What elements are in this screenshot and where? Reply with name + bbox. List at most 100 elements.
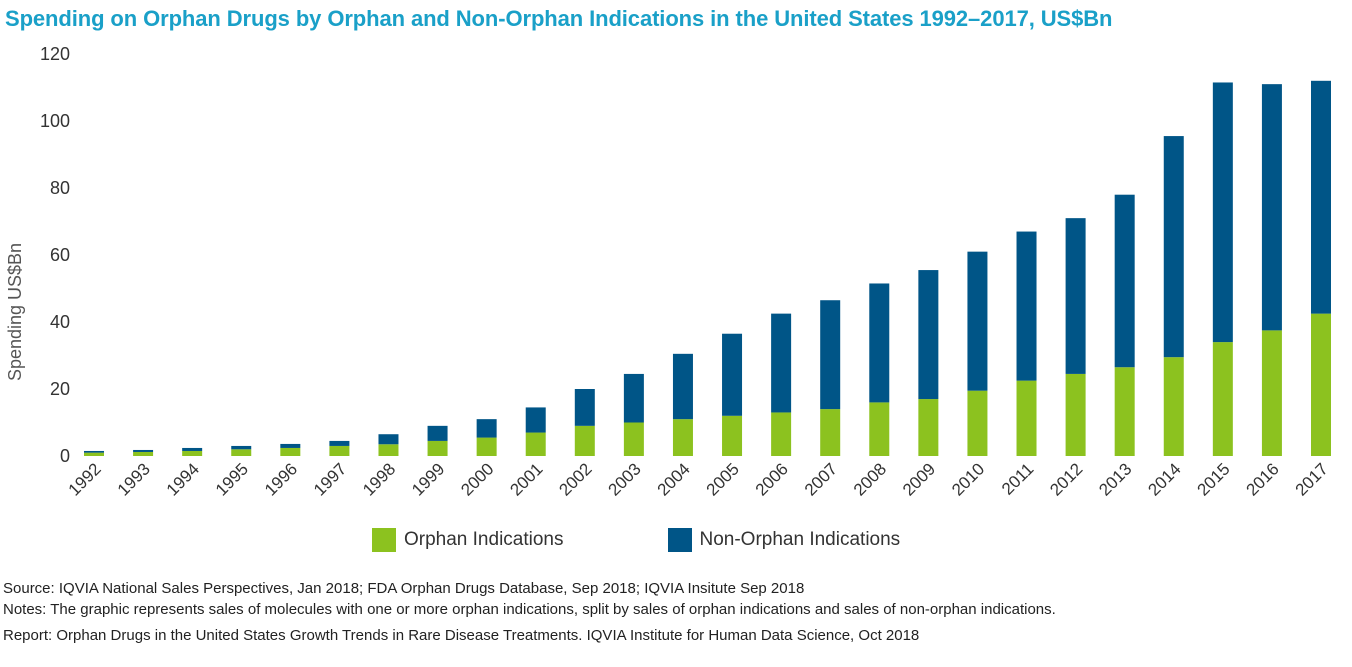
bar-orphan-1994: [182, 450, 203, 456]
bar-non-orphan-2015: [1212, 82, 1233, 343]
x-tick-label-2009: 2009: [899, 459, 939, 499]
x-tick-label-2008: 2008: [850, 459, 890, 499]
x-tick-label-2010: 2010: [948, 459, 988, 499]
bar-non-orphan-2008: [869, 283, 890, 403]
bar-orphan-2001: [525, 432, 546, 456]
legend-label-orphan: Orphan Indications: [404, 529, 564, 550]
bar-non-orphan-1999: [427, 425, 448, 441]
x-tick-label-1996: 1996: [261, 459, 301, 499]
x-tick-label-1998: 1998: [359, 459, 399, 499]
x-tick-label-2007: 2007: [801, 459, 841, 499]
bar-orphan-2010: [967, 390, 988, 456]
y-tick-label: 100: [40, 111, 70, 131]
bar-orphan-2016: [1261, 330, 1282, 456]
bar-non-orphan-2001: [525, 407, 546, 433]
bar-non-orphan-2004: [672, 353, 693, 420]
bar-non-orphan-2011: [1016, 231, 1037, 381]
x-tick-label-2000: 2000: [457, 459, 497, 499]
x-tick-label-2014: 2014: [1144, 459, 1184, 499]
y-axis-ticks: 0 20 40 60 80 100 120: [40, 44, 70, 466]
y-tick-label: 20: [50, 379, 70, 399]
bar-orphan-1999: [427, 440, 448, 456]
y-tick-label: 80: [50, 178, 70, 198]
bar-non-orphan-2016: [1261, 84, 1282, 331]
legend-item-non-orphan: Non-Orphan Indications: [667, 528, 901, 552]
bar-orphan-2012: [1065, 373, 1086, 456]
bar-non-orphan-2017: [1311, 80, 1331, 314]
bar-orphan-1992: [84, 452, 104, 456]
x-tick-label-1992: 1992: [65, 459, 105, 499]
legend-swatch-orphan: [372, 528, 396, 552]
x-tick-label-2013: 2013: [1095, 459, 1135, 499]
bar-non-orphan-1997: [329, 440, 350, 446]
x-tick-label-2006: 2006: [752, 459, 792, 499]
bar-non-orphan-2003: [623, 373, 644, 423]
bar-non-orphan-1994: [182, 447, 203, 451]
y-tick-label: 40: [50, 312, 70, 332]
bars-group: [84, 80, 1331, 456]
bar-orphan-1996: [280, 447, 301, 456]
legend: Orphan Indications Non-Orphan Indication…: [372, 528, 900, 552]
legend-label-non-orphan: Non-Orphan Indications: [699, 529, 901, 550]
bar-non-orphan-1993: [133, 449, 154, 452]
bar-non-orphan-2007: [820, 300, 841, 410]
bar-orphan-2017: [1311, 313, 1331, 456]
bar-orphan-2015: [1212, 342, 1233, 456]
bar-orphan-2000: [476, 437, 497, 456]
y-axis-label: Spending US$Bn: [5, 243, 25, 381]
bar-orphan-2014: [1163, 357, 1184, 456]
x-tick-label-1994: 1994: [163, 459, 203, 499]
bar-orphan-2013: [1114, 367, 1135, 456]
x-tick-label-2012: 2012: [1046, 459, 1086, 499]
y-tick-label: 0: [60, 446, 70, 466]
x-tick-label-2005: 2005: [703, 459, 743, 499]
notes-text: Notes: The graphic represents sales of m…: [3, 601, 1056, 618]
bar-orphan-2004: [672, 419, 693, 456]
legend-swatch-non-orphan: [667, 528, 692, 552]
bar-non-orphan-1992: [84, 450, 104, 453]
bar-orphan-2003: [623, 422, 644, 456]
bar-non-orphan-2009: [918, 270, 939, 400]
x-tick-label-1997: 1997: [310, 459, 350, 499]
bar-non-orphan-2002: [574, 389, 595, 426]
bar-non-orphan-2013: [1114, 194, 1135, 368]
x-tick-label-2016: 2016: [1243, 459, 1283, 499]
y-tick-label: 120: [40, 44, 70, 64]
legend-item-orphan: Orphan Indications: [372, 528, 564, 552]
x-tick-label-2001: 2001: [506, 459, 546, 499]
bar-orphan-2009: [918, 399, 939, 456]
x-tick-label-2004: 2004: [654, 459, 694, 499]
bar-orphan-1993: [133, 451, 154, 456]
x-axis-ticks: 1992 1993 1994 1995 1996 1997 1998 1999 2000 2001…: [65, 459, 1332, 499]
bar-orphan-2011: [1016, 380, 1037, 456]
y-tick-label: 60: [50, 245, 70, 265]
bar-non-orphan-2012: [1065, 218, 1086, 374]
x-tick-label-1993: 1993: [114, 459, 154, 499]
source-text: Source: IQVIA National Sales Perspective…: [3, 580, 805, 597]
x-tick-label-2011: 2011: [998, 459, 1037, 498]
bar-orphan-2007: [820, 409, 841, 456]
x-tick-label-2015: 2015: [1193, 459, 1233, 499]
bar-non-orphan-1995: [231, 445, 252, 450]
bar-orphan-1998: [378, 444, 399, 456]
bar-orphan-1997: [329, 445, 350, 456]
bar-orphan-1995: [231, 449, 252, 456]
bar-orphan-2008: [869, 402, 890, 456]
bar-non-orphan-2000: [476, 419, 497, 438]
bar-orphan-2005: [722, 415, 743, 456]
footer-notes: Source: IQVIA National Sales Perspective…: [3, 578, 1056, 646]
bar-non-orphan-2010: [967, 251, 988, 391]
report-text: Report: Orphan Drugs in the United State…: [3, 627, 920, 644]
bar-non-orphan-2005: [722, 333, 743, 416]
bar-non-orphan-2006: [771, 313, 792, 413]
bar-non-orphan-1998: [378, 434, 399, 445]
x-tick-label-2002: 2002: [555, 459, 595, 499]
bar-non-orphan-1996: [280, 443, 301, 448]
x-tick-label-1995: 1995: [212, 459, 252, 499]
bar-non-orphan-2014: [1163, 136, 1184, 358]
bar-orphan-2006: [771, 412, 792, 456]
chart-title: Spending on Orphan Drugs by Orphan and N…: [5, 6, 1113, 31]
bar-orphan-2002: [574, 425, 595, 456]
x-tick-label-2003: 2003: [605, 459, 645, 499]
